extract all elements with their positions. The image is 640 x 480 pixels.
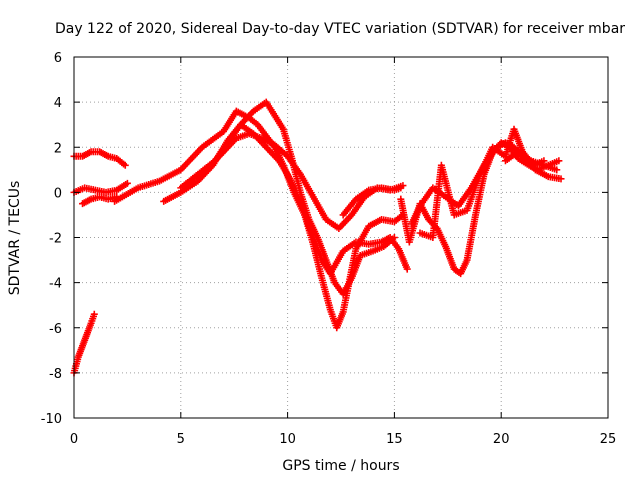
axis-ticks [73,56,609,419]
x-tick-label: 20 [493,432,510,447]
y-tick-label: -4 [49,277,62,292]
data-point [90,310,98,318]
x-axis-label: GPS time / hours [282,458,399,474]
series-arc-m [501,148,561,174]
y-tick-label: 4 [54,96,62,111]
x-tick-label: 5 [177,432,185,447]
y-tick-label: -8 [49,367,62,382]
y-tick-label: -2 [49,232,62,247]
x-tick-label: 15 [386,432,403,447]
x-tick-labels: 0 5 10 15 20 25 [70,432,616,447]
x-tick-label: 10 [279,432,296,447]
y-tick-label: -6 [49,322,62,337]
y-axis-label: SDTVAR / TECUs [7,181,23,296]
series-arc-c [79,193,121,208]
y-tick-label: -10 [41,412,62,427]
data-point [123,179,131,187]
y-tick-label: 6 [54,51,62,66]
x-tick-label: 0 [70,432,78,447]
x-tick-label: 25 [600,432,617,447]
data-point [553,166,561,174]
chart-title: Day 122 of 2020, Sidereal Day-to-day VTE… [55,21,625,37]
data-points [70,98,565,377]
series-arc-b [70,179,131,196]
data-point [397,184,405,192]
data-point [121,161,129,169]
data-point [555,157,563,165]
data-point [403,265,411,273]
y-tick-label: 2 [54,141,62,156]
y-tick-labels: -10 -8 -6 -4 -2 0 2 4 6 [41,51,62,427]
y-tick-label: 0 [54,186,62,201]
series-arc-i [339,184,405,219]
data-point [557,175,565,183]
